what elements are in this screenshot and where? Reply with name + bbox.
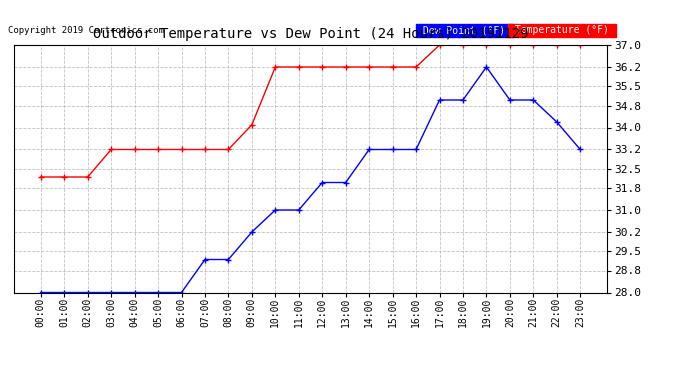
Text: Temperature (°F): Temperature (°F)	[509, 25, 615, 35]
Text: Copyright 2019 Cartronics.com: Copyright 2019 Cartronics.com	[8, 26, 164, 35]
Text: Dew Point (°F): Dew Point (°F)	[417, 25, 511, 35]
Title: Outdoor Temperature vs Dew Point (24 Hours) 20191129: Outdoor Temperature vs Dew Point (24 Hou…	[92, 27, 529, 41]
